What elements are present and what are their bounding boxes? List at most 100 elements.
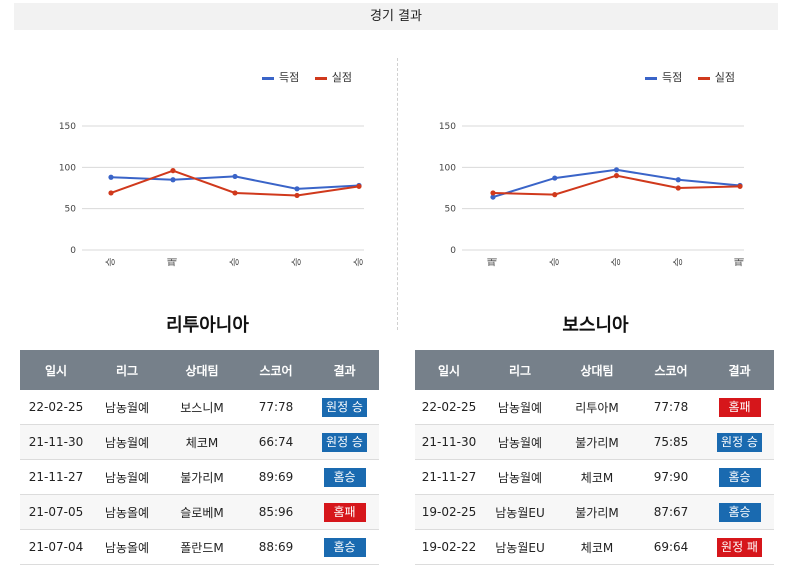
result-badge: 홈승 [323, 467, 366, 487]
legend-item-conceded: 실점 [697, 69, 735, 85]
column-header: 일시 [20, 350, 92, 390]
data-point-conceded [490, 190, 496, 196]
column-header: 스코어 [242, 350, 310, 390]
y-tick-label: 0 [450, 246, 456, 256]
data-point-scored [552, 175, 558, 181]
league-cell: 남농월EU [483, 494, 557, 530]
league-cell: 남농월예 [92, 424, 162, 460]
result-cell: 홈패 [705, 390, 774, 425]
x-tick-label: 패 [734, 257, 746, 266]
table-row: 19-02-25 남농월EU 불가리M 87:67 홈승 [415, 494, 774, 530]
team-name: 보스니아 [562, 315, 629, 336]
result-cell: 원정 승 [310, 424, 379, 460]
data-point-conceded [356, 183, 362, 189]
result-badge: 홈승 [323, 537, 366, 557]
league-cell: 남농올예 [92, 529, 162, 565]
y-tick-label: 100 [59, 163, 76, 173]
result-cell: 홈패 [310, 494, 379, 530]
data-point-conceded [675, 185, 681, 191]
league-cell: 남농월EU [483, 529, 557, 565]
data-point-conceded [170, 168, 176, 174]
y-tick-label: 150 [439, 122, 456, 132]
data-point-scored [675, 177, 681, 183]
opponent-cell: 불가리M [162, 459, 242, 495]
result-badge: 홈승 [718, 467, 761, 487]
result-cell: 원정 패 [705, 529, 774, 565]
date-cell: 21-11-27 [20, 459, 92, 495]
date-cell: 21-11-30 [20, 424, 92, 460]
chart-legend: 득점 실점 [262, 69, 352, 85]
result-cell: 원정 승 [310, 390, 379, 425]
league-cell: 남농월예 [92, 459, 162, 495]
score-cell: 87:67 [637, 494, 705, 530]
opponent-cell: 폴란드M [162, 529, 242, 565]
result-cell: 홈승 [705, 494, 774, 530]
result-cell: 홈승 [310, 459, 379, 495]
result-cell: 홈승 [705, 459, 774, 495]
legend-label-conceded: 실점 [331, 71, 352, 84]
legend-swatch-conceded [697, 76, 710, 80]
league-cell: 남농월예 [483, 459, 557, 495]
data-point-conceded [613, 173, 620, 179]
table-row: 22-02-25 남농월예 리투아M 77:78 홈패 [415, 390, 774, 425]
column-header: 일시 [415, 350, 483, 390]
opponent-cell: 체코M [557, 529, 637, 565]
legend-item-conceded: 실점 [314, 69, 352, 85]
score-cell: 77:78 [242, 390, 310, 425]
x-tick-label: 승 [291, 257, 303, 266]
column-header: 리그 [92, 350, 162, 390]
date-cell: 21-07-05 [20, 494, 92, 530]
y-tick-label: 100 [439, 163, 456, 173]
y-tick-label: 0 [70, 246, 76, 256]
y-tick-label: 50 [445, 205, 457, 215]
data-point-scored [490, 194, 496, 200]
data-point-conceded [108, 190, 114, 196]
legend-label-scored: 득점 [279, 71, 300, 84]
table-header-row: 일시 리그 상대팀 스코어 결과 [20, 350, 379, 390]
results-table: 일시 리그 상대팀 스코어 결과 22-02-25 남농월예 리투아M 77:78 홈패 21-1… [415, 350, 774, 565]
table-row: 21-11-30 남농월예 불가리M 75:85 원정 승 [415, 424, 774, 460]
result-badge: 홈패 [718, 397, 761, 417]
y-tick-label: 50 [65, 205, 77, 215]
y-tick-label: 150 [59, 122, 76, 132]
panel-divider [397, 58, 398, 330]
team-name: 리투아니아 [166, 315, 249, 336]
result-cell: 홈승 [310, 529, 379, 565]
data-point-scored [232, 173, 238, 180]
date-cell: 21-11-30 [415, 424, 483, 460]
data-point-conceded [552, 192, 558, 198]
score-cell: 77:78 [637, 390, 705, 425]
result-badge: 원정 승 [322, 397, 367, 417]
date-cell: 21-07-04 [20, 529, 92, 565]
table-row: 21-11-27 남농월예 체코M 97:90 홈승 [415, 459, 774, 495]
result-cell: 원정 승 [705, 424, 774, 460]
data-point-conceded [294, 192, 300, 199]
opponent-cell: 불가리M [557, 424, 637, 460]
x-tick-label: 승 [672, 257, 684, 266]
x-tick-label: 패 [487, 257, 499, 266]
result-badge: 원정 패 [717, 537, 762, 557]
league-cell: 남농월예 [483, 390, 557, 425]
date-cell: 19-02-22 [415, 529, 483, 565]
legend-swatch-scored [262, 76, 274, 80]
opponent-cell: 리투아M [557, 390, 637, 425]
date-cell: 22-02-25 [415, 390, 483, 425]
line-chart: 0 50 100 150 패 승 승 승 패 [439, 122, 746, 267]
data-point-scored [170, 177, 176, 183]
legend-swatch-conceded [314, 76, 327, 80]
league-cell: 남농월예 [92, 390, 162, 425]
column-header: 스코어 [637, 350, 705, 390]
result-badge: 홈승 [718, 502, 761, 522]
opponent-cell: 체코M [162, 424, 242, 460]
date-cell: 22-02-25 [20, 390, 92, 425]
x-tick-label: 패 [167, 257, 179, 266]
table-header-row: 일시 리그 상대팀 스코어 결과 [415, 350, 774, 390]
legend-item-scored: 득점 [645, 69, 682, 85]
table-row: 19-02-22 남농월EU 체코M 69:64 원정 패 [415, 529, 774, 565]
date-cell: 19-02-25 [415, 494, 483, 530]
column-header: 결과 [310, 350, 379, 390]
x-tick-label: 승 [353, 257, 365, 266]
table-row: 22-02-25 남농월예 보스니M 77:78 원정 승 [20, 390, 379, 425]
results-table: 일시 리그 상대팀 스코어 결과 22-02-25 남농월예 보스니M 77:78 원정 승 21… [20, 350, 379, 565]
result-badge: 원정 승 [717, 432, 762, 452]
